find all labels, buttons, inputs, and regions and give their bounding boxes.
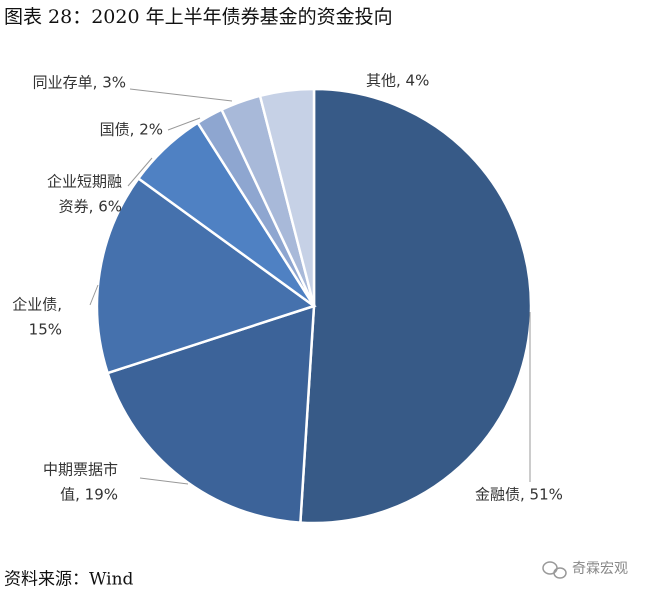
pie-slice — [95, 176, 317, 375]
watermark-icon — [542, 561, 567, 579]
data-label: 同业存单, 3% — [33, 74, 126, 92]
data-label: 企业短期融 — [47, 173, 122, 191]
leader-line — [127, 157, 153, 187]
source: 资料来源：Wind — [4, 570, 134, 590]
leader-line — [89, 284, 99, 306]
chart-title: 图表 28：2020 年上半年债券基金的资金投向 — [4, 6, 393, 28]
data-label: 中期票据市 — [43, 461, 118, 479]
watermark: 奇霖宏观 — [572, 560, 628, 577]
pie-slice — [258, 87, 316, 307]
data-label: 其他, 4% — [366, 72, 429, 90]
leader-line — [167, 117, 201, 131]
data-label: 值, 19% — [60, 486, 118, 504]
data-label: 金融债, 51% — [475, 486, 563, 504]
data-label: 国债, 2% — [100, 121, 163, 139]
data-label: 15% — [29, 321, 62, 339]
leader-line — [129, 88, 233, 102]
data-label: 企业债, — [12, 296, 62, 314]
leader-line — [139, 477, 189, 485]
pie-slice — [106, 304, 316, 524]
data-label: 资券, 6% — [59, 198, 122, 216]
pie-slice — [299, 87, 533, 525]
